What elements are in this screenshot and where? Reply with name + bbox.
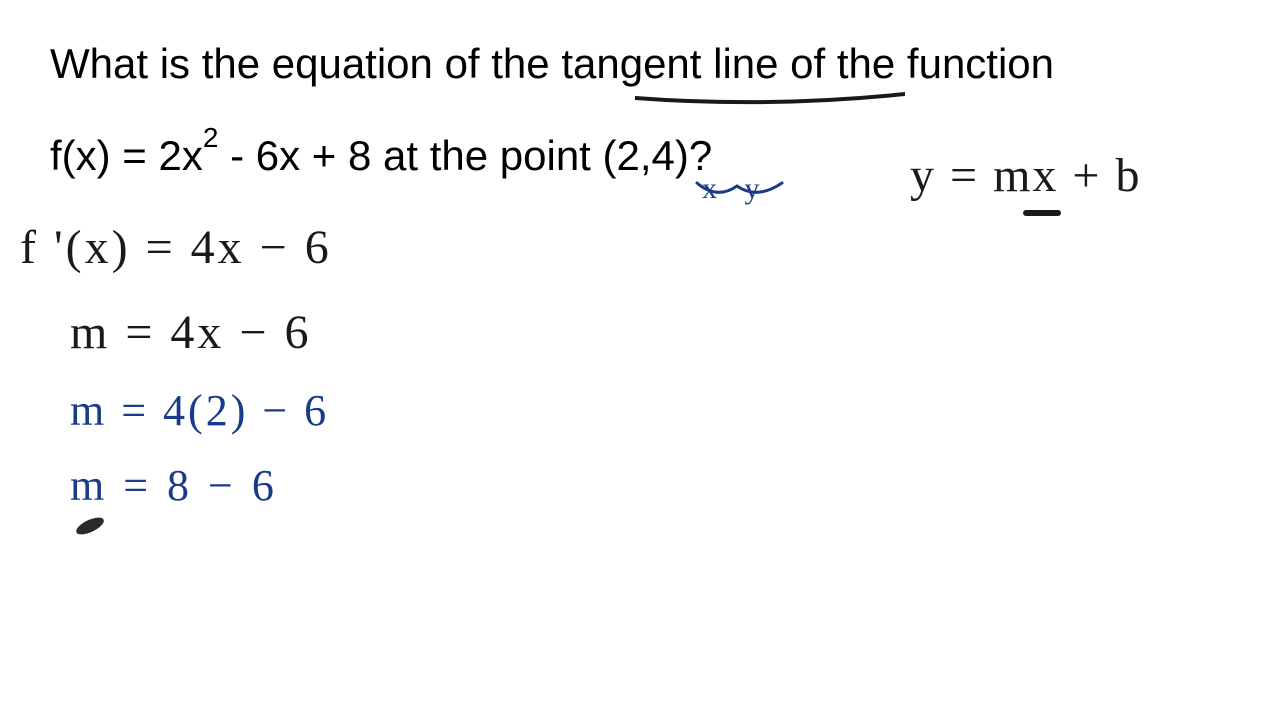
pen-cursor-mark xyxy=(74,514,106,538)
slope-formula-step: m = 4x − 6 xyxy=(70,305,311,360)
m-underline xyxy=(1023,210,1061,216)
simplify-step: m = 8 − 6 xyxy=(70,460,278,511)
fx-suffix: - 6x + 8 at the point (2,4)? xyxy=(218,132,712,179)
xy-label: x y xyxy=(702,172,770,206)
problem-line-2: f(x) = 2x2 - 6x + 8 at the point (2,4)? xyxy=(50,130,712,180)
problem-line-1: What is the equation of the tangent line… xyxy=(50,40,1054,88)
slope-intercept-form: y = mx + b xyxy=(910,148,1141,203)
substitute-step: m = 4(2) − 6 xyxy=(70,385,329,436)
derivative-step: f '(x) = 4x − 6 xyxy=(20,220,332,275)
exponent: 2 xyxy=(203,122,219,153)
fx-prefix: f(x) = 2x xyxy=(50,132,203,179)
underline-tangent xyxy=(635,90,905,110)
